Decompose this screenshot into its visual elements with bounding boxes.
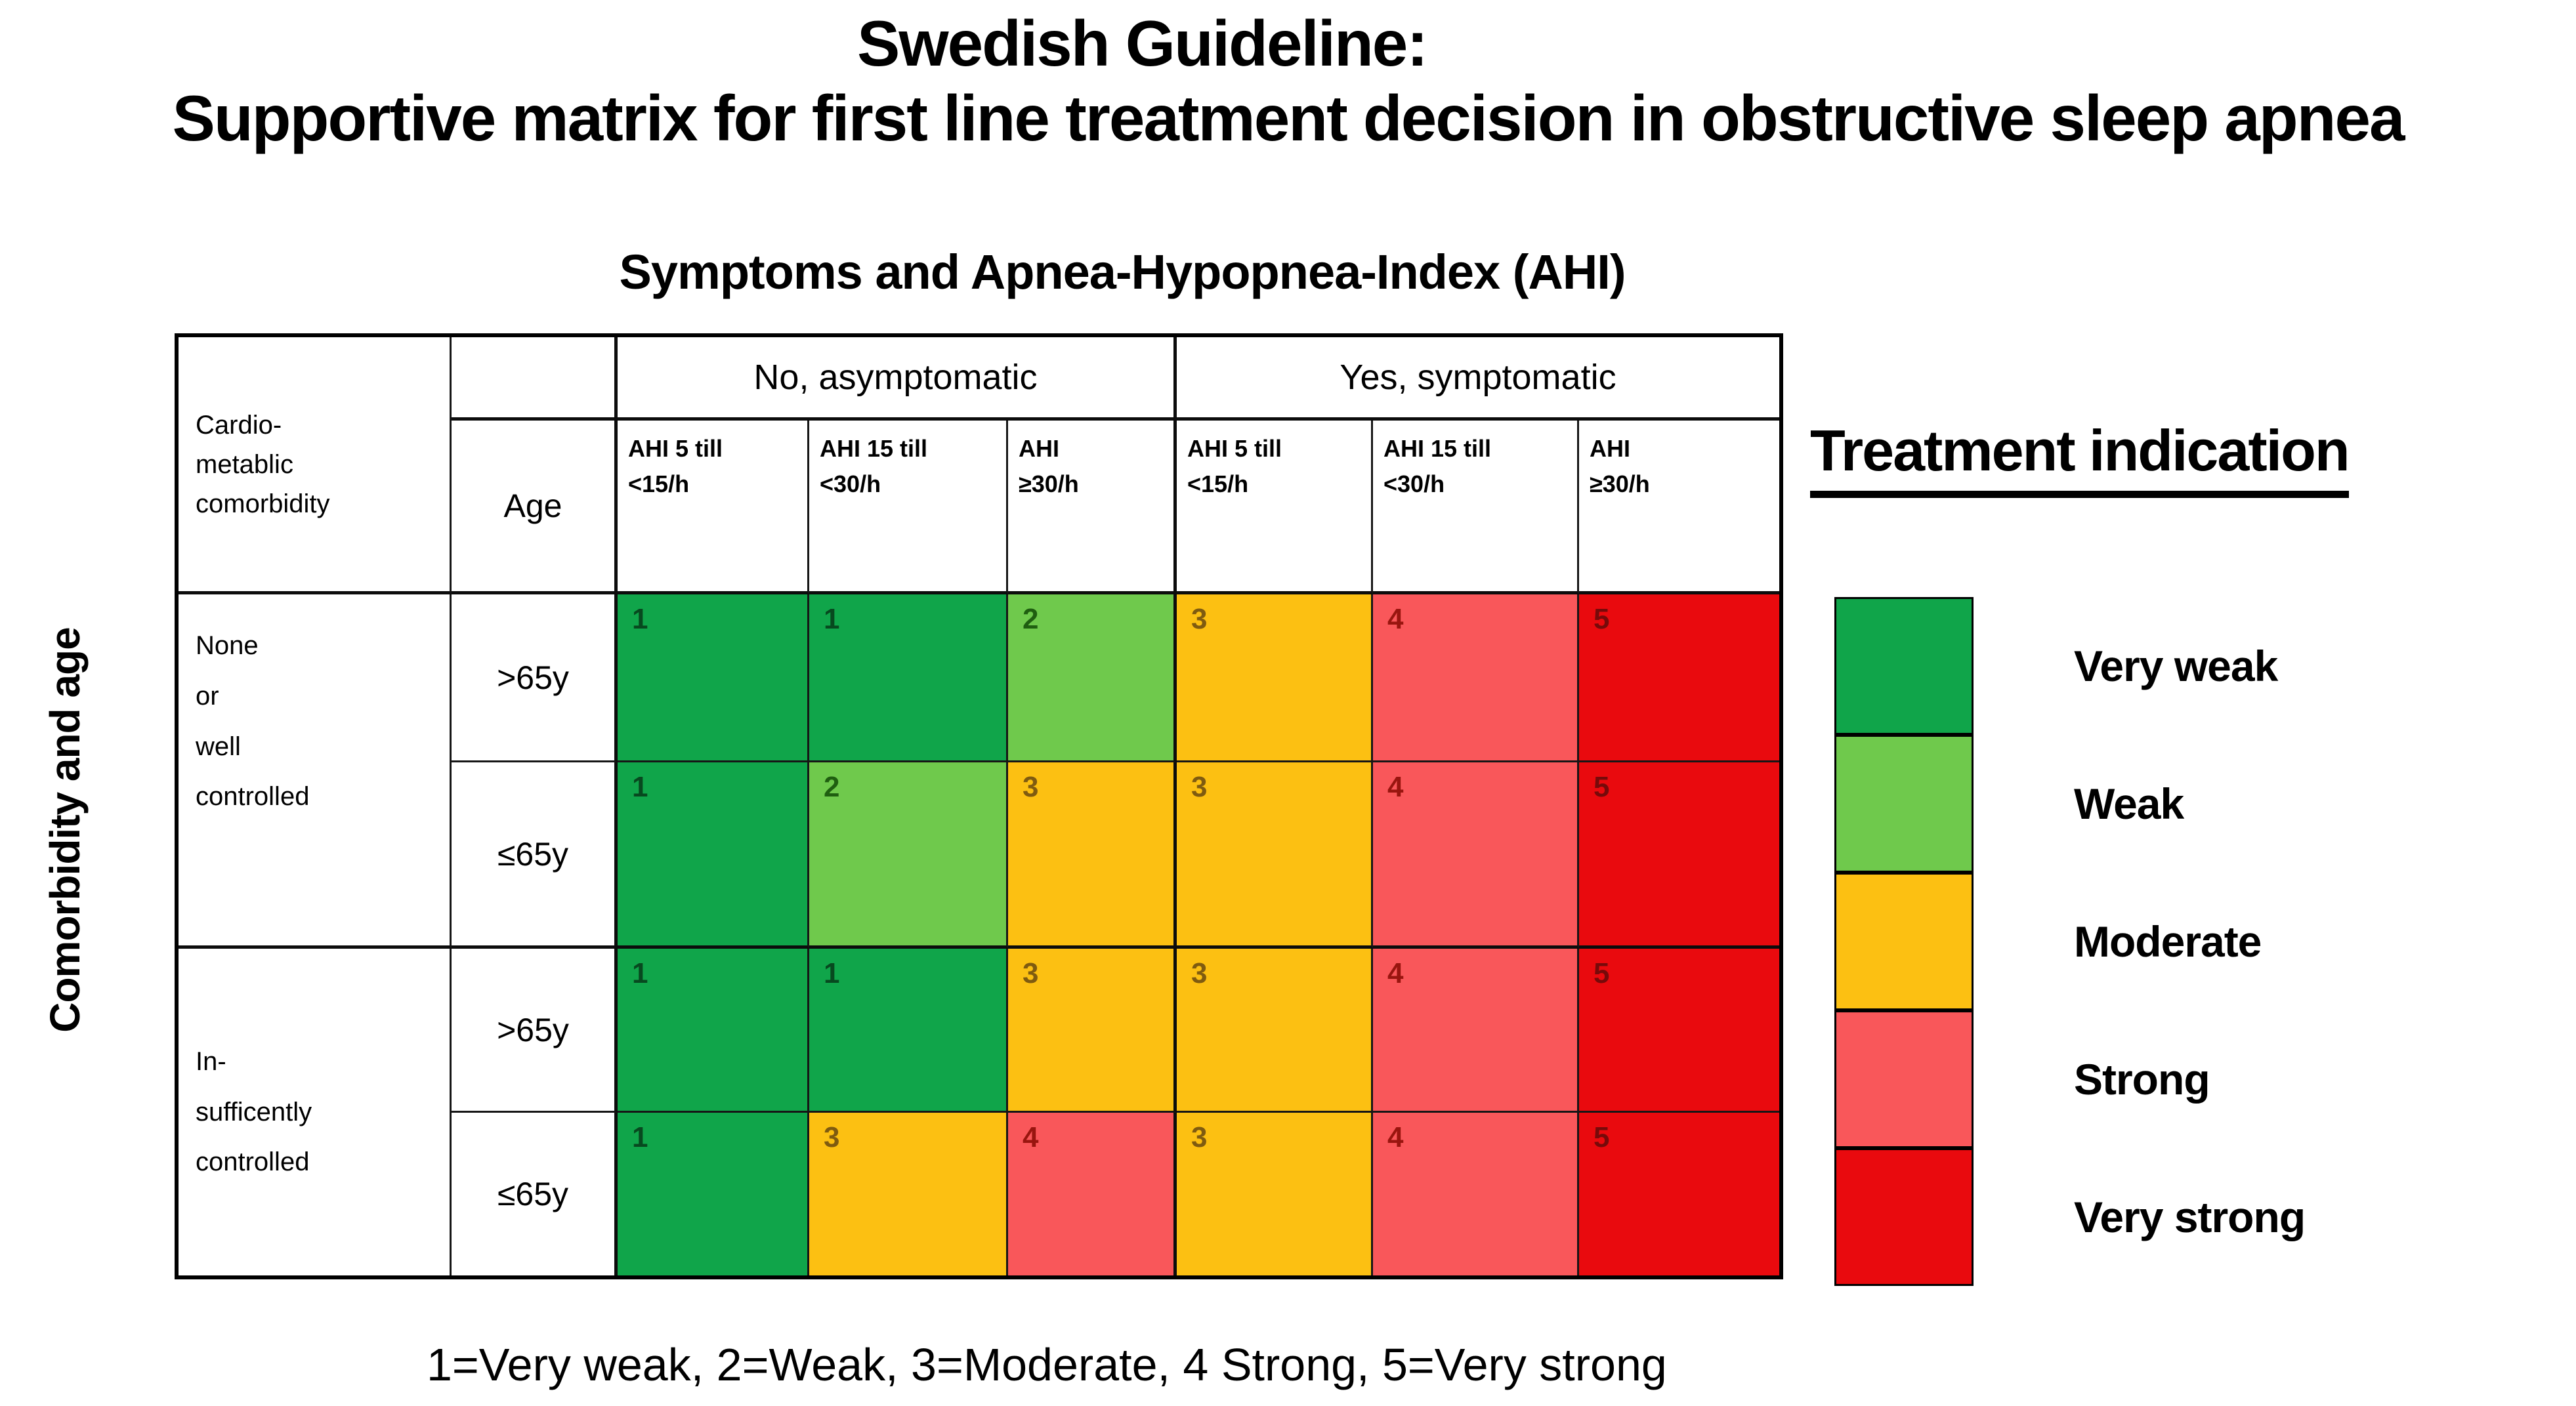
- figure-title-line1: Swedish Guideline:: [857, 7, 1428, 79]
- matrix-cell: 3: [1008, 762, 1177, 949]
- matrix-cell: 1: [618, 1113, 809, 1275]
- ahi-header-yes-15-30: AHI 15 till <30/h: [1373, 421, 1579, 594]
- matrix-cell: 4: [1008, 1113, 1177, 1275]
- matrix-subtitle: Symptoms and Apnea-Hypopnea-Index (AHI): [619, 245, 1626, 299]
- decision-matrix-table: Cardio- metablic comorbidity No, asympto…: [175, 333, 1783, 1279]
- matrix-cell: 5: [1579, 1113, 1779, 1275]
- figure-title-line2: Supportive matrix for first line treatme…: [172, 82, 2405, 154]
- legend-label-very-strong: Very strong: [2074, 1193, 2306, 1241]
- matrix-cell: 5: [1579, 594, 1779, 762]
- legend-title: Treatment indication: [1810, 417, 2350, 498]
- group-header-asymptomatic: No, asymptomatic: [618, 337, 1177, 421]
- matrix-cell: 1: [618, 594, 809, 762]
- age-cell: >65y: [452, 949, 618, 1113]
- matrix-cell: 3: [1177, 594, 1373, 762]
- ahi-header-no-30plus: AHI ≥30/h: [1008, 421, 1177, 594]
- legend-swatch-moderate: [1834, 873, 1974, 1010]
- score-footnote: 1=Very weak, 2=Weak, 3=Moderate, 4 Stron…: [427, 1339, 1667, 1390]
- legend-label-very-weak: Very weak: [2074, 642, 2278, 690]
- matrix-cell: 5: [1579, 762, 1779, 949]
- legend-swatch-weak: [1834, 735, 1974, 873]
- comorbidity-axis-label: Comorbidity and age: [41, 627, 89, 1033]
- ahi-header-yes-30plus: AHI ≥30/h: [1579, 421, 1779, 594]
- matrix-cell: 4: [1373, 762, 1579, 949]
- age-cell: ≤65y: [452, 1113, 618, 1275]
- matrix-cell: 3: [1008, 949, 1177, 1113]
- matrix-cell: 3: [809, 1113, 1008, 1275]
- ahi-header-no-5-15: AHI 5 till <15/h: [618, 421, 809, 594]
- ahi-header-no-15-30: AHI 15 till <30/h: [809, 421, 1008, 594]
- age-cell: ≤65y: [452, 762, 618, 949]
- age-column-header: Age: [452, 421, 618, 594]
- corner-header-cardiometabolic: Cardio- metablic comorbidity: [179, 337, 452, 594]
- legend-swatch-very-weak: [1834, 597, 1974, 735]
- matrix-cell: 2: [809, 762, 1008, 949]
- matrix-cell: 3: [1177, 1113, 1373, 1275]
- legend-label-weak: Weak: [2074, 779, 2184, 828]
- matrix-cell: 1: [809, 949, 1008, 1113]
- matrix-cell: 4: [1373, 1113, 1579, 1275]
- empty-header-cell: [452, 337, 618, 421]
- matrix-cell: 1: [809, 594, 1008, 762]
- ahi-header-yes-5-15: AHI 5 till <15/h: [1177, 421, 1373, 594]
- matrix-cell: 1: [618, 762, 809, 949]
- age-cell: >65y: [452, 594, 618, 762]
- rowgroup-label-insufficiently-controlled: In- sufficently controlled: [179, 949, 452, 1275]
- matrix-cell: 4: [1373, 949, 1579, 1113]
- matrix-cell: 1: [618, 949, 809, 1113]
- matrix-cell: 3: [1177, 762, 1373, 949]
- matrix-cell: 3: [1177, 949, 1373, 1113]
- rowgroup-label-none-well-controlled: None or well controlled: [179, 594, 452, 949]
- group-header-symptomatic: Yes, symptomatic: [1177, 337, 1779, 421]
- legend-label-moderate: Moderate: [2074, 917, 2262, 966]
- legend-swatch-strong: [1834, 1010, 1974, 1148]
- legend-swatch-very-strong: [1834, 1148, 1974, 1286]
- legend-label-strong: Strong: [2074, 1055, 2210, 1104]
- matrix-cell: 4: [1373, 594, 1579, 762]
- matrix-cell: 5: [1579, 949, 1779, 1113]
- matrix-cell: 2: [1008, 594, 1177, 762]
